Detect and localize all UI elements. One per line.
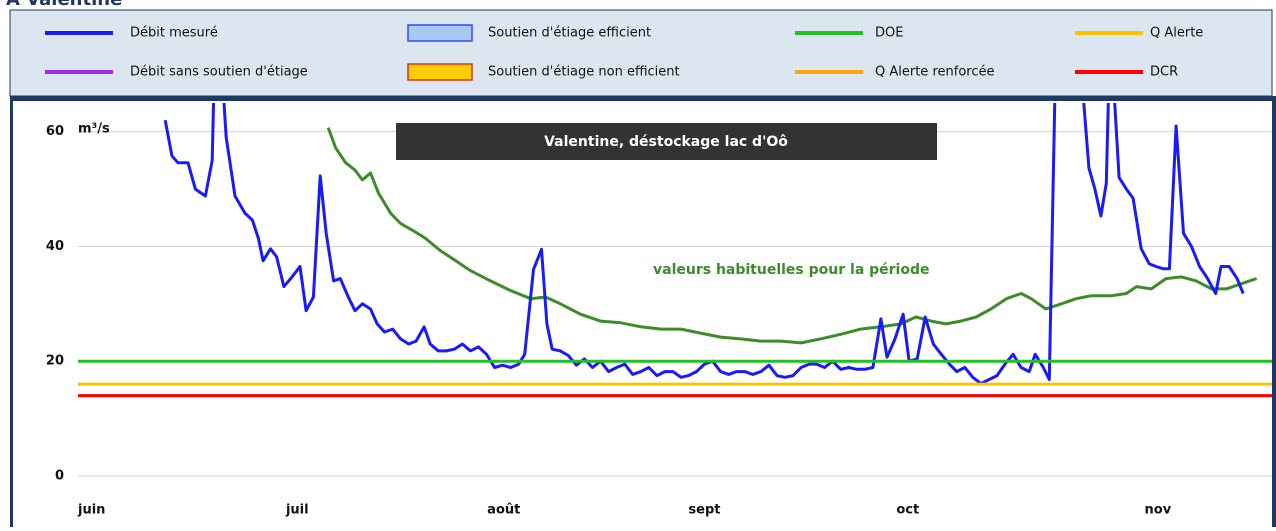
legend-swatch xyxy=(407,63,473,81)
separator xyxy=(10,96,1276,101)
legend-label: Soutien d'étiage non efficient xyxy=(488,65,680,80)
left-border xyxy=(10,101,13,527)
y-tick-label: 40 xyxy=(46,239,64,254)
y-tick-label: 60 xyxy=(46,124,64,139)
banner: Valentine, déstockage lac d'Oô xyxy=(544,134,788,150)
legend-label: Q Alerte xyxy=(1150,26,1203,41)
x-tick-label: juin xyxy=(77,503,105,518)
measured-line xyxy=(163,103,1245,386)
y-tick-label: 0 xyxy=(55,469,64,484)
legend-label: Q Alerte renforcée xyxy=(875,65,994,80)
x-tick-label: juil xyxy=(285,503,309,518)
legend-label: Débit mesuré xyxy=(130,26,218,41)
annotation: valeurs habituelles pour la période xyxy=(653,262,930,278)
legend: Débit mesuré Soutien d'étiage efficient DO… xyxy=(45,24,1203,81)
page-title: A Valentine xyxy=(6,0,122,10)
legend-swatch xyxy=(407,24,473,42)
x-tick-label: sept xyxy=(688,503,720,518)
x-tick-label: août xyxy=(487,503,520,518)
y-tick-label: 20 xyxy=(46,354,64,369)
x-tick-label: oct xyxy=(896,503,919,518)
reference-line xyxy=(326,127,1258,345)
plot-area xyxy=(78,103,1272,398)
legend-label: Soutien d'étiage efficient xyxy=(488,26,651,41)
legend-box xyxy=(9,9,1273,97)
banner-box xyxy=(396,123,937,160)
y-unit: m³/s xyxy=(78,122,110,137)
x-tick-label: nov xyxy=(1145,503,1172,518)
legend-label: DOE xyxy=(875,26,903,41)
right-border xyxy=(1272,101,1276,527)
legend-label: DCR xyxy=(1150,65,1178,80)
legend-label: Débit sans soutien d'étiage xyxy=(130,65,308,80)
